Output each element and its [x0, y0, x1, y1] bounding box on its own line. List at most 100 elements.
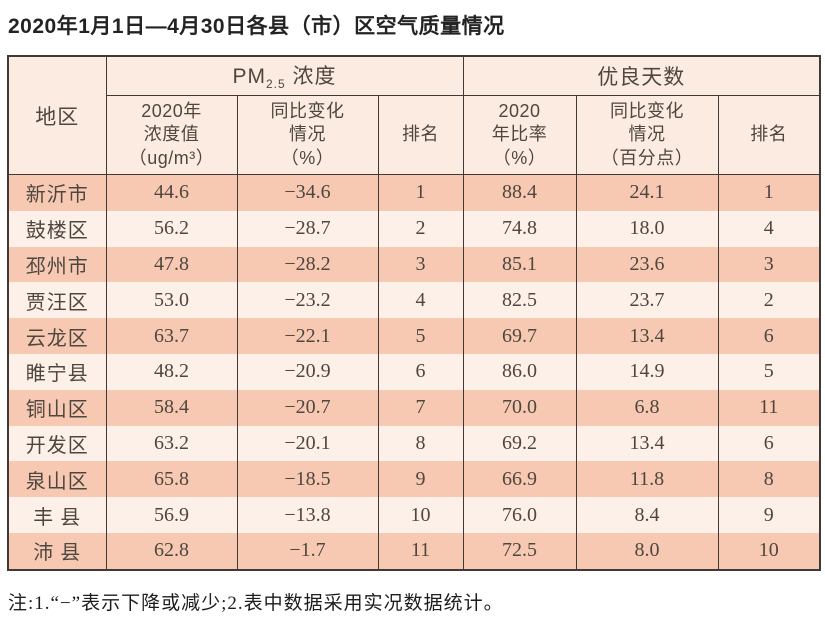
cell-pm-rank: 5 — [377, 318, 464, 354]
header-pm-value: 2020年 浓度值 （ug/m³） — [105, 95, 238, 175]
cell-good-rate: 66.9 — [462, 461, 577, 498]
cell-pm-value: 56.2 — [105, 210, 238, 247]
table-row: 鼓楼区 56.2 −28.7 2 74.8 18.0 4 — [7, 210, 821, 247]
cell-good-change: 13.4 — [575, 318, 719, 354]
cell-pm-value: 58.4 — [105, 389, 238, 426]
cell-region: 丰 县 — [7, 497, 107, 533]
cell-good-rank: 9 — [717, 497, 821, 533]
cell-good-rank: 3 — [717, 246, 821, 283]
cell-good-rate: 76.0 — [462, 497, 577, 533]
cell-pm-rank: 4 — [377, 282, 464, 319]
table-header: 地区 PM2.5 浓度 优良天数 2020年 浓度值 （ug/m³） 同比变化 … — [7, 56, 821, 175]
cell-good-rank: 8 — [717, 461, 821, 498]
cell-pm-rank: 8 — [377, 425, 464, 462]
header-region: 地区 — [7, 56, 107, 175]
table-row: 丰 县 56.9 −13.8 10 76.0 8.4 9 — [7, 497, 821, 533]
cell-good-change: 6.8 — [575, 389, 719, 426]
cell-pm-rank: 1 — [377, 174, 464, 211]
cell-region: 睢宁县 — [7, 353, 107, 390]
cell-good-change: 8.4 — [575, 497, 719, 533]
pm25-label-prefix: PM — [232, 65, 266, 89]
table-row: 铜山区 58.4 −20.7 7 70.0 6.8 11 — [7, 389, 821, 426]
cell-good-change: 13.4 — [575, 425, 719, 462]
cell-pm-value: 47.8 — [105, 246, 238, 283]
cell-pm-change: −23.2 — [236, 282, 379, 319]
air-quality-table: 地区 PM2.5 浓度 优良天数 2020年 浓度值 （ug/m³） 同比变化 … — [7, 55, 822, 571]
cell-good-rate: 85.1 — [462, 246, 577, 283]
footnote: 注:1.“−”表示下降或减少;2.表中数据采用实况数据统计。 — [8, 592, 504, 614]
cell-pm-value: 63.2 — [105, 425, 238, 462]
table-row: 云龙区 63.7 −22.1 5 69.7 13.4 6 — [7, 318, 821, 354]
cell-good-rank: 4 — [717, 210, 821, 247]
cell-good-rate: 69.7 — [462, 318, 577, 354]
cell-good-change: 11.8 — [575, 461, 719, 498]
cell-pm-change: −18.5 — [236, 461, 379, 498]
cell-pm-change: −20.1 — [236, 425, 379, 462]
cell-good-rate: 69.2 — [462, 425, 577, 462]
cell-good-rate: 74.8 — [462, 210, 577, 247]
cell-pm-rank: 7 — [377, 389, 464, 426]
cell-good-rank: 2 — [717, 282, 821, 319]
cell-pm-value: 48.2 — [105, 353, 238, 390]
table-row: 新沂市 44.6 −34.6 1 88.4 24.1 1 — [7, 174, 821, 211]
cell-pm-change: −20.9 — [236, 353, 379, 390]
cell-region: 新沂市 — [7, 174, 107, 211]
cell-pm-change: −28.7 — [236, 210, 379, 247]
cell-pm-rank: 9 — [377, 461, 464, 498]
cell-pm-change: −1.7 — [236, 532, 379, 570]
cell-good-rank: 1 — [717, 174, 821, 211]
table-row: 睢宁县 48.2 −20.9 6 86.0 14.9 5 — [7, 353, 821, 390]
cell-pm-rank: 3 — [377, 246, 464, 283]
cell-pm-rank: 10 — [377, 497, 464, 533]
cell-region: 铜山区 — [7, 389, 107, 426]
header-good-rate: 2020 年比率 （%） — [462, 95, 577, 175]
cell-pm-change: −34.6 — [236, 174, 379, 211]
cell-good-change: 24.1 — [575, 174, 719, 211]
cell-region: 沛 县 — [7, 532, 107, 570]
cell-pm-rank: 11 — [377, 532, 464, 570]
page-title: 2020年1月1日—4月30日各县（市）区空气质量情况 — [8, 15, 505, 38]
cell-pm-value: 44.6 — [105, 174, 238, 211]
header-group-good-days: 优良天数 — [462, 56, 821, 96]
header-good-rank: 排名 — [717, 95, 821, 175]
cell-region: 开发区 — [7, 425, 107, 462]
header-pm-change: 同比变化 情况 （%） — [236, 95, 379, 175]
cell-good-change: 23.7 — [575, 282, 719, 319]
cell-pm-value: 56.9 — [105, 497, 238, 533]
cell-good-change: 14.9 — [575, 353, 719, 390]
cell-region: 贾汪区 — [7, 282, 107, 319]
table-body: 新沂市 44.6 −34.6 1 88.4 24.1 1 鼓楼区 56.2 −28.7 2 74.8 1… — [7, 174, 821, 570]
table-row: 沛 县 62.8 −1.7 11 72.5 8.0 10 — [7, 532, 821, 570]
cell-region: 泉山区 — [7, 461, 107, 498]
header-group-pm25: PM2.5 浓度 — [105, 56, 464, 96]
cell-region: 云龙区 — [7, 318, 107, 354]
cell-pm-value: 65.8 — [105, 461, 238, 498]
cell-region: 鼓楼区 — [7, 210, 107, 247]
table-row: 开发区 63.2 −20.1 8 69.2 13.4 6 — [7, 425, 821, 462]
cell-pm-rank: 6 — [377, 353, 464, 390]
pm25-label-sub: 2.5 — [266, 77, 286, 92]
table-row: 泉山区 65.8 −18.5 9 66.9 11.8 8 — [7, 461, 821, 498]
cell-good-change: 18.0 — [575, 210, 719, 247]
cell-good-rank: 11 — [717, 389, 821, 426]
cell-good-change: 23.6 — [575, 246, 719, 283]
cell-pm-change: −22.1 — [236, 318, 379, 354]
cell-good-rate: 82.5 — [462, 282, 577, 319]
cell-good-rate: 88.4 — [462, 174, 577, 211]
cell-good-rank: 5 — [717, 353, 821, 390]
table-row: 邳州市 47.8 −28.2 3 85.1 23.6 3 — [7, 246, 821, 283]
cell-pm-change: −20.7 — [236, 389, 379, 426]
pm25-label-suffix: 浓度 — [285, 65, 337, 89]
header-group-row: 地区 PM2.5 浓度 优良天数 — [7, 56, 821, 175]
table-row: 贾汪区 53.0 −23.2 4 82.5 23.7 2 — [7, 282, 821, 319]
header-good-change: 同比变化 情况 （百分点） — [575, 95, 719, 175]
cell-pm-change: −13.8 — [236, 497, 379, 533]
cell-pm-value: 62.8 — [105, 532, 238, 570]
cell-good-rank: 10 — [717, 532, 821, 570]
cell-good-rate: 86.0 — [462, 353, 577, 390]
cell-good-change: 8.0 — [575, 532, 719, 570]
cell-good-rate: 72.5 — [462, 532, 577, 570]
header-pm-rank: 排名 — [377, 95, 464, 175]
cell-region: 邳州市 — [7, 246, 107, 283]
page: 2020年1月1日—4月30日各县（市）区空气质量情况 地区 PM2.5 浓度 … — [0, 10, 825, 615]
